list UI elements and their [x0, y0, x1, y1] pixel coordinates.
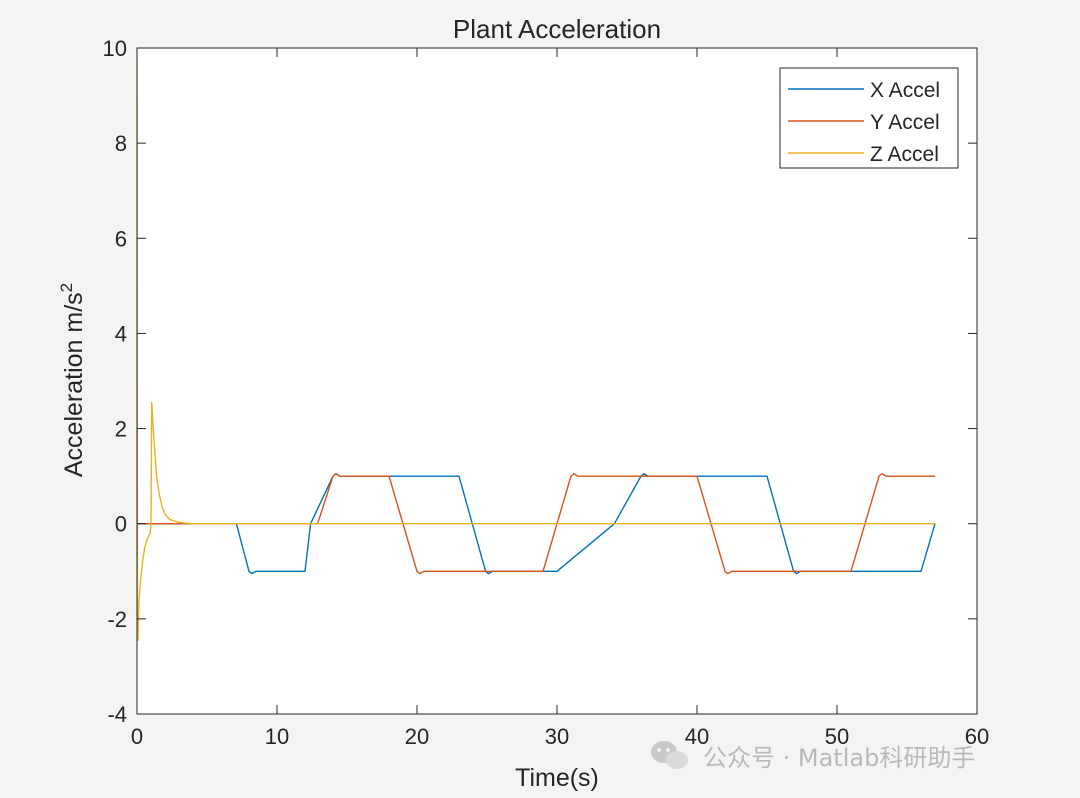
x-axis-label: Time(s)	[515, 764, 599, 792]
y-tick-label: 0	[115, 512, 127, 537]
legend: X Accel Y Accel Z Accel	[779, 67, 959, 169]
y-tick-label: -2	[107, 607, 127, 632]
y-axis-label-superscript: 2	[57, 283, 76, 292]
watermark: 公众号 · Matlab科研助手	[651, 741, 975, 772]
y-tick-label: -4	[107, 702, 127, 727]
y-tick-label: 10	[103, 36, 127, 61]
series-layer	[137, 57, 936, 641]
x-tick-label: 60	[965, 724, 989, 749]
tick-layer: 0 10 20 30 40 50 60 -4 -2 0 2 4 6 8 10	[103, 36, 990, 749]
y-tick-label: 2	[115, 417, 127, 442]
legend-label-2: Y Accel	[870, 111, 940, 134]
x-tick-label: 40	[685, 724, 709, 749]
x-tick-label: 0	[131, 724, 143, 749]
x-tick-label: 30	[545, 724, 569, 749]
x-tick-label: 50	[825, 724, 849, 749]
y-tick-label: 8	[115, 131, 127, 156]
wechat-icon	[651, 741, 688, 769]
watermark-text: 公众号 · Matlab科研助手	[703, 744, 975, 772]
y-tick-label: 4	[115, 321, 127, 346]
chart-title: Plant Acceleration	[453, 14, 661, 44]
y-tick-label: 6	[115, 226, 127, 251]
legend-label-3: Z Accel	[870, 143, 939, 166]
y-axis-label: Acceleration m/s2	[57, 283, 88, 477]
legend-entries: X Accel Y Accel Z Accel	[788, 79, 940, 166]
legend-label-1: X Accel	[870, 79, 940, 102]
x-tick-label: 20	[405, 724, 429, 749]
x-tick-label: 10	[265, 724, 289, 749]
series-line-3	[137, 57, 935, 641]
y-axis-label-main: Acceleration m/s	[60, 292, 88, 477]
series-line-2	[137, 473, 935, 575]
legend-box	[779, 67, 959, 169]
